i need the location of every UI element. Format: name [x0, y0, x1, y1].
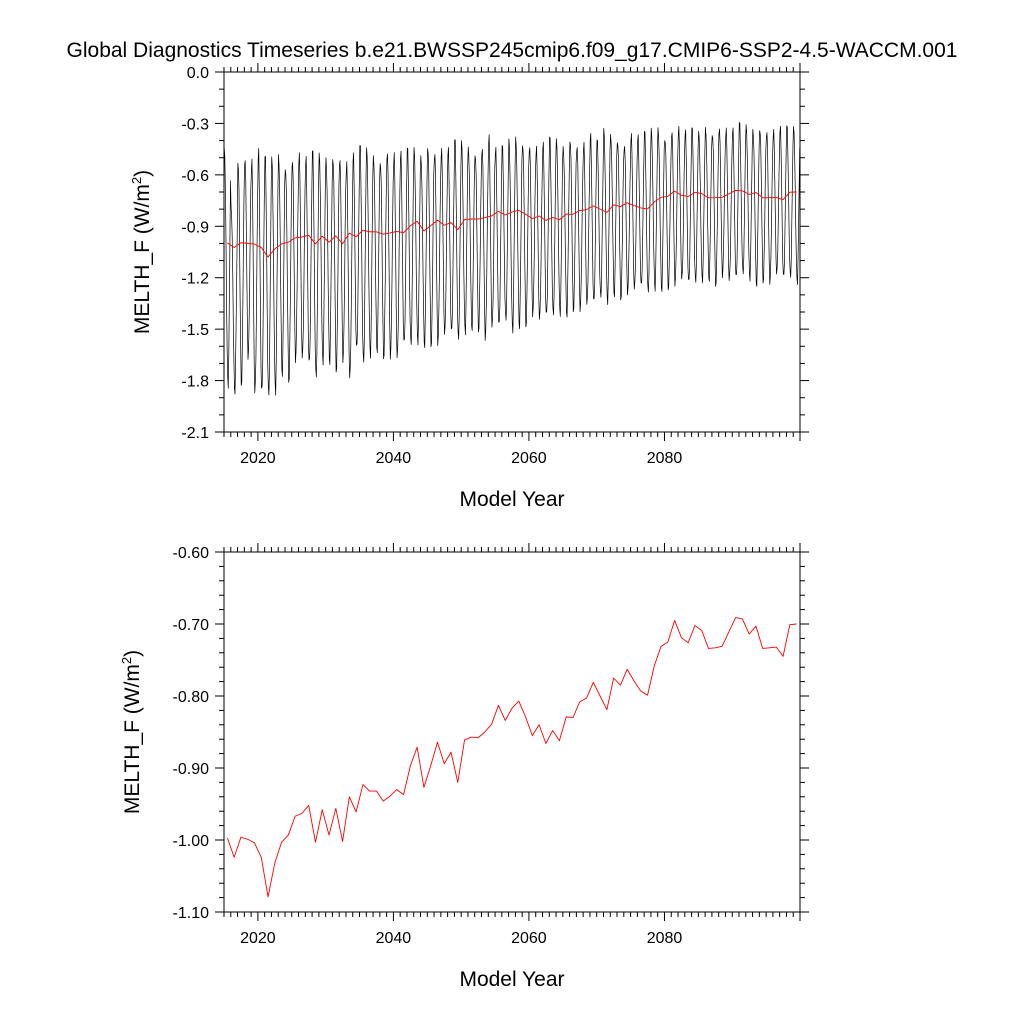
top-panel-y-tick-labels: 0.0 -0.3 -0.6 -0.9 -1.2 -1.5 -1.8 -2.1 — [181, 65, 209, 442]
annual-series-line — [226, 617, 797, 898]
y-tick-label: -0.90 — [173, 761, 210, 778]
x-tick-label: 2080 — [647, 930, 683, 947]
bottom-panel-series — [226, 617, 797, 898]
x-tick-label: 2040 — [376, 450, 412, 467]
y-tick-label: -0.3 — [181, 116, 209, 133]
x-tick-label: 2020 — [240, 930, 276, 947]
bottom-panel-frame — [223, 551, 801, 913]
y-tick-label: -0.60 — [173, 545, 210, 562]
bottom-panel-y-axis-label: MELTH_F (W/m2) — [119, 650, 144, 814]
bottom-panel-ticks — [215, 543, 809, 921]
bottom-panel: -0.60 -0.70 -0.80 -0.90 -1.00 -1.10 2020… — [119, 543, 809, 991]
top-panel-frame — [223, 71, 801, 433]
x-tick-label: 2020 — [240, 450, 276, 467]
y-tick-label: -2.1 — [181, 425, 209, 442]
top-panel-x-tick-labels: 2020 2040 2060 2080 — [240, 450, 682, 467]
bottom-panel-x-axis-label: Model Year — [459, 968, 564, 991]
y-tick-label: 0.0 — [187, 65, 209, 82]
monthly-series-line — [223, 122, 801, 396]
x-tick-label: 2080 — [647, 450, 683, 467]
annual-series-line — [227, 190, 797, 258]
top-panel-series — [223, 122, 801, 396]
y-tick-label: -1.2 — [181, 271, 209, 288]
bottom-panel-x-tick-labels: 2020 2040 2060 2080 — [240, 930, 682, 947]
x-tick-label: 2060 — [511, 930, 547, 947]
top-panel: 0.0 -0.3 -0.6 -0.9 -1.2 -1.5 -1.8 -2.1 2… — [129, 63, 809, 511]
top-panel-x-axis-label: Model Year — [459, 488, 564, 511]
y-tick-label: -0.70 — [173, 617, 210, 634]
y-tick-label: -1.00 — [173, 833, 210, 850]
bottom-panel-y-tick-labels: -0.60 -0.70 -0.80 -0.90 -1.00 -1.10 — [173, 545, 210, 922]
x-tick-label: 2060 — [511, 450, 547, 467]
y-tick-label: -1.5 — [181, 322, 209, 339]
x-tick-label: 2040 — [376, 930, 412, 947]
top-panel-y-axis-label: MELTH_F (W/m2) — [129, 170, 154, 334]
y-tick-label: -1.8 — [181, 374, 209, 391]
top-panel-ticks — [215, 63, 809, 441]
figure-title: Global Diagnostics Timeseries b.e21.BWSS… — [67, 39, 958, 62]
y-tick-label: -1.10 — [173, 905, 210, 922]
y-tick-label: -0.80 — [173, 689, 210, 706]
y-tick-label: -0.9 — [181, 219, 209, 236]
y-tick-label: -0.6 — [181, 168, 209, 185]
